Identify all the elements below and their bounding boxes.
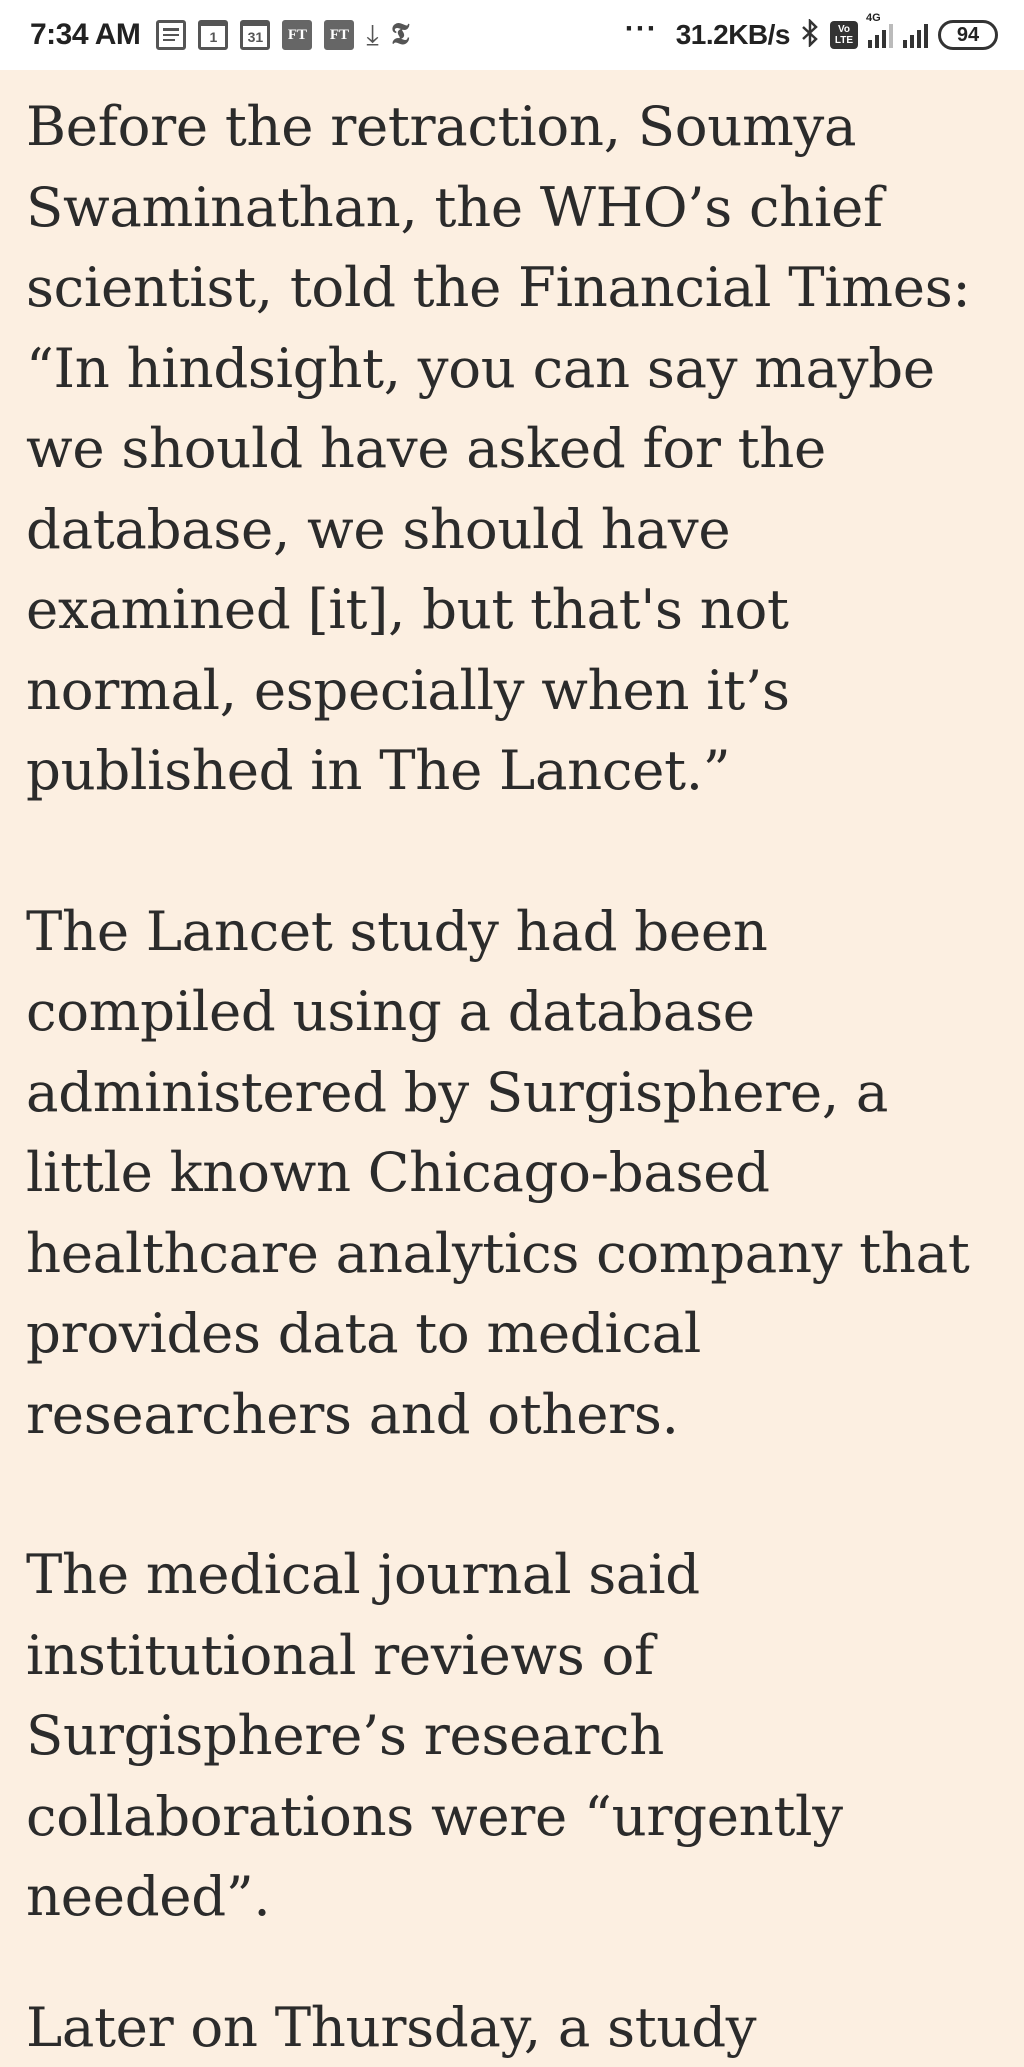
article-paragraph: Before the retraction, Soumya Swaminatha…	[26, 86, 1006, 811]
text-line: database, we should have	[26, 489, 1006, 570]
text-line: administered by Surgisphere, a	[26, 1052, 1006, 1133]
text-line: compiled using a database	[26, 971, 1006, 1052]
article-body: Before the retraction, Soumya Swaminatha…	[26, 86, 1006, 2067]
text-line: “In hindsight, you can say maybe	[26, 328, 1006, 409]
nyt-icon: 𝕿	[391, 20, 409, 50]
text-line: scientist, told the Financial Times:	[26, 247, 1006, 328]
text-line: we should have asked for the	[26, 408, 1006, 489]
network-type: 4G	[866, 12, 881, 24]
text-line: Before the retraction, Soumya	[26, 86, 1006, 167]
article-paragraph: Later on Thursday, a study	[26, 1987, 1006, 2067]
volte-icon: Vo LTE	[830, 21, 858, 49]
bluetooth-icon	[800, 19, 820, 52]
text-line: Surgisphere’s research	[26, 1695, 1006, 1776]
article-paragraph: The Lancet study had been compiled using…	[26, 891, 1006, 1455]
text-line: needed”.	[26, 1856, 1006, 1937]
text-line: normal, especially when it’s	[26, 650, 1006, 731]
text-line: collaborations were “urgently	[26, 1776, 1006, 1857]
signal-icon	[903, 22, 928, 48]
text-line: researchers and others.	[26, 1374, 1006, 1455]
status-bar: 7:34 AM 1 31 FT FT ⤓ 𝕿 ··· 31.2KB/s Vo L…	[0, 0, 1024, 70]
text-line: examined [it], but that's not	[26, 569, 1006, 650]
text-line: Swaminathan, the WHO’s chief	[26, 167, 1006, 248]
text-line: The medical journal said	[26, 1534, 1006, 1615]
calendar-31-icon: 31	[240, 20, 270, 50]
article-paragraph: The medical journal said institutional r…	[26, 1534, 1006, 1937]
notification-icons: 1 31 FT FT ⤓ 𝕿	[156, 20, 409, 50]
text-line: healthcare analytics company that	[26, 1213, 1006, 1294]
text-line: provides data to medical	[26, 1293, 1006, 1374]
status-time: 7:34 AM	[30, 18, 140, 52]
news-icon	[156, 20, 186, 50]
text-line: Later on Thursday, a study	[26, 1987, 1006, 2067]
ft-icon: FT	[282, 20, 312, 50]
system-status: ··· 31.2KB/s Vo LTE 4G 94	[625, 19, 998, 52]
signal-4g-icon: 4G	[868, 22, 893, 48]
text-line: The Lancet study had been	[26, 891, 1006, 972]
text-line: little known Chicago-based	[26, 1132, 1006, 1213]
calendar-1-icon: 1	[198, 20, 228, 50]
download-icon: ⤓	[366, 21, 378, 49]
battery-icon: 94	[938, 20, 998, 50]
text-line: published in The Lancet.”	[26, 730, 1006, 811]
ft-icon: FT	[324, 20, 354, 50]
network-speed: 31.2KB/s	[676, 19, 790, 51]
text-line: institutional reviews of	[26, 1615, 1006, 1696]
more-notifications-icon: ···	[625, 14, 658, 44]
